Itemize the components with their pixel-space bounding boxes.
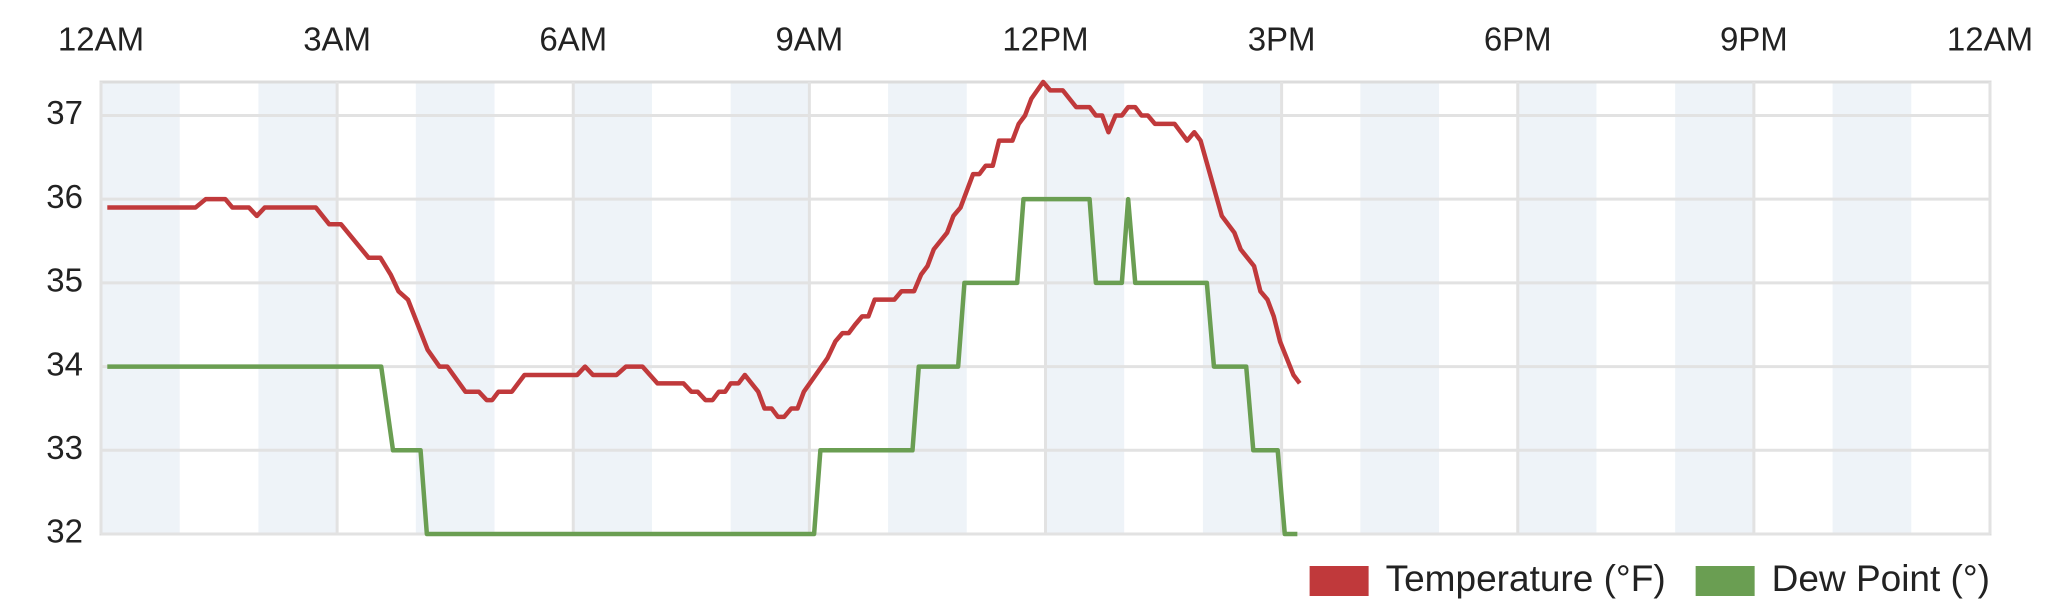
hour-band [1517,82,1597,534]
x-tick-label: 6PM [1484,21,1552,58]
legend-swatch [1309,566,1369,596]
y-tick-label: 34 [46,345,83,382]
hour-band [415,82,495,534]
x-tick-label: 9AM [775,21,843,58]
hour-band [573,82,652,534]
y-tick-label: 32 [46,513,83,550]
x-tick-label: 12AM [58,21,144,58]
legend-swatch [1695,566,1755,596]
hour-band [888,82,967,534]
tick-labels: 32 33 34 35 36 37 12AM 3AM 6AM 9AM 12PM 3PM 6PM 9PM 12… [46,21,2033,550]
y-tick-label: 35 [46,262,83,299]
hour-band [258,82,338,534]
hour-band [101,82,180,534]
y-tick-label: 37 [46,94,83,131]
y-tick-label: 33 [46,429,83,466]
hour-bands [101,82,1912,534]
x-tick-label: 3PM [1248,21,1316,58]
x-tick-label: 9PM [1720,21,1788,58]
series-line [107,79,1302,420]
legend: Dew Point (°) Temperature (°F) [1309,558,1990,599]
series-line [107,196,1298,537]
series-lines [107,79,1302,537]
x-tick-label: 6AM [539,21,607,58]
hour-band [1360,82,1440,534]
x-tick-label: 3AM [303,21,371,58]
x-tick-label: 12PM [1002,21,1088,58]
legend-label: Temperature (°F) [1386,558,1666,599]
hour-band [1832,82,1912,534]
y-tick-label: 36 [46,178,83,215]
x-tick-label: 12AM [1947,21,2033,58]
legend-label: Dew Point (°) [1772,558,1990,599]
hour-band [730,82,810,534]
hour-band [1675,82,1754,534]
hour-band [1045,82,1125,534]
